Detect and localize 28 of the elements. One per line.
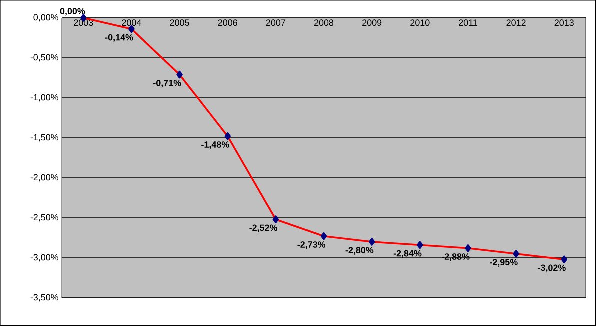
data-label: -3,02%: [538, 264, 566, 272]
x-tick-label: 2010: [410, 20, 430, 26]
data-label: -1,48%: [202, 142, 230, 150]
data-label: -2,80%: [346, 247, 374, 255]
y-tick-label: -0,50%: [30, 54, 58, 62]
x-tick-label: 2007: [266, 20, 286, 26]
x-tick-label: 2012: [506, 20, 526, 26]
x-tick-label: 2009: [362, 20, 382, 26]
data-label: 0,00%: [60, 8, 86, 16]
data-label: -2,52%: [250, 224, 278, 232]
data-label: -0,14%: [105, 34, 134, 42]
y-tick-label: -1,00%: [30, 94, 58, 102]
x-tick-label: 2004: [122, 20, 142, 26]
y-tick-label: -2,00%: [30, 174, 58, 182]
data-label: -2,73%: [298, 242, 326, 250]
x-tick-label: 2011: [459, 20, 478, 26]
data-label: -2,84%: [394, 250, 422, 258]
y-tick-label: -1,50%: [30, 134, 58, 142]
x-tick-label: 2005: [170, 20, 190, 26]
y-tick-label: -3,00%: [30, 254, 58, 262]
data-label: -2,95%: [490, 259, 518, 267]
y-tick-label: 0,00%: [34, 14, 58, 22]
y-tick-label: -2,50%: [30, 214, 58, 222]
x-tick-label: 2013: [554, 20, 574, 26]
data-label: -0,71%: [154, 80, 182, 88]
x-tick-label: 2008: [314, 20, 334, 26]
y-tick-label: -3,50%: [30, 294, 58, 302]
x-tick-label: 2006: [218, 20, 238, 26]
